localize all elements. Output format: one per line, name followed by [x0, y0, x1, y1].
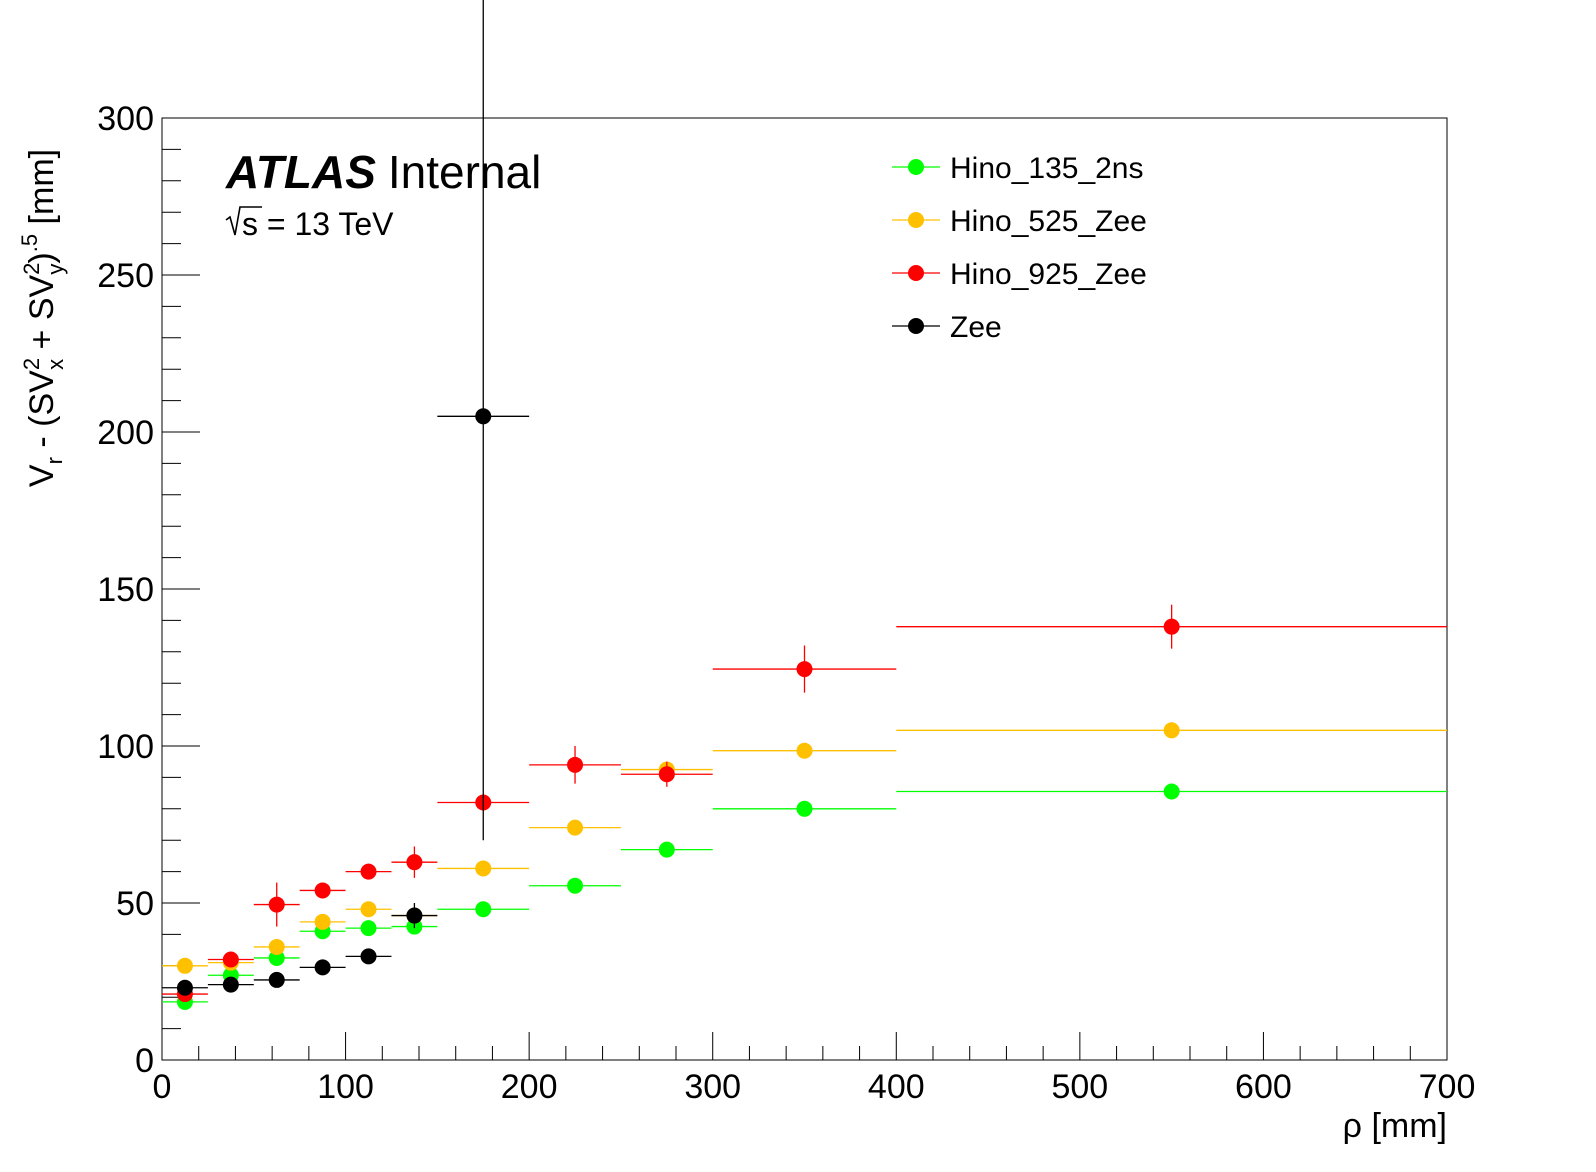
- atlas-internal-text: Internal: [388, 146, 541, 198]
- y-tick-label: 50: [116, 885, 154, 923]
- data-series: [162, 0, 1447, 1010]
- y-axis-tick-labels: 0 50 100 150 200 250 300: [97, 100, 154, 1080]
- legend-label: Hino_925_Zee: [950, 258, 1147, 291]
- data-point: [796, 661, 813, 678]
- data-point: [406, 854, 423, 871]
- x-tick-label: 300: [684, 1068, 741, 1106]
- data-point: [475, 860, 492, 877]
- data-point: [314, 913, 331, 930]
- x-tick-label: 100: [317, 1068, 374, 1106]
- legend-item: Hino_525_Zee: [892, 205, 1147, 238]
- data-point: [658, 841, 675, 858]
- y-tick-label: 200: [97, 414, 154, 452]
- atlas-label: ATLAS Internal: [225, 146, 541, 198]
- series-hino-925-zee: [162, 604, 1447, 1003]
- x-axis-ticks: [161, 1032, 1448, 1060]
- x-tick-label: 700: [1419, 1068, 1476, 1106]
- data-point: [475, 408, 492, 425]
- data-point: [360, 863, 377, 880]
- data-point: [1163, 618, 1180, 635]
- data-point: [1163, 722, 1180, 739]
- series-hino-525-zee: [162, 722, 1447, 974]
- legend-label: Zee: [950, 311, 1002, 344]
- data-point: [314, 882, 331, 899]
- series-zee: [162, 0, 530, 996]
- data-point: [176, 957, 193, 974]
- data-point: [658, 766, 675, 783]
- atlas-bold-text: ATLAS: [225, 146, 376, 198]
- data-point: [268, 949, 285, 966]
- legend-item: Hino_925_Zee: [892, 258, 1147, 291]
- x-axis-tick-labels: 0 100 200 300 400 500 600 700: [153, 1068, 1476, 1106]
- legend-marker: [908, 159, 924, 175]
- x-axis-label: ρ [mm]: [1343, 1107, 1447, 1145]
- x-tick-label: 500: [1051, 1068, 1108, 1106]
- y-tick-label: 250: [97, 257, 154, 295]
- data-point: [796, 742, 813, 759]
- data-point: [567, 819, 584, 836]
- legend-marker: [908, 318, 924, 334]
- data-point: [567, 877, 584, 894]
- y-axis-ticks: [162, 117, 200, 1061]
- data-point: [222, 951, 239, 968]
- x-tick-label: 600: [1235, 1068, 1292, 1106]
- data-point: [796, 800, 813, 817]
- x-tick-label: 200: [501, 1068, 558, 1106]
- data-point: [268, 896, 285, 913]
- y-tick-label: 100: [97, 728, 154, 766]
- data-point: [222, 976, 239, 993]
- energy-label: s = 13 TeV: [225, 206, 394, 242]
- legend-item: Zee: [892, 311, 1002, 344]
- legend-label: Hino_525_Zee: [950, 205, 1147, 238]
- data-point: [268, 938, 285, 955]
- data-point: [360, 901, 377, 918]
- sqrt-symbol: [225, 206, 262, 236]
- data-point: [176, 979, 193, 996]
- y-tick-label: 300: [97, 100, 154, 138]
- x-tick-label: 400: [868, 1068, 925, 1106]
- series-hino-135-2ns: [162, 783, 1447, 1010]
- energy-text: s = 13 TeV: [242, 206, 394, 242]
- data-point: [360, 920, 377, 937]
- data-point: [314, 959, 331, 976]
- plot-frame: [161, 117, 1448, 1061]
- data-point: [1163, 783, 1180, 800]
- y-axis-label: Vr - (SV2x + SV2y).5 [mm]: [17, 149, 68, 487]
- data-point: [475, 901, 492, 918]
- data-point: [567, 756, 584, 773]
- legend-label: Hino_135_2ns: [950, 152, 1144, 185]
- data-point: [268, 971, 285, 988]
- data-point: [360, 948, 377, 965]
- x-tick-label: 0: [153, 1068, 172, 1106]
- data-point: [406, 907, 423, 924]
- legend-marker: [908, 212, 924, 228]
- legend-marker: [908, 265, 924, 281]
- legend-item: Hino_135_2ns: [892, 152, 1144, 185]
- legend: Hino_135_2ns Hino_525_Zee Hino_925_Zee Zee: [892, 152, 1147, 344]
- y-tick-label: 150: [97, 571, 154, 609]
- y-tick-label: 0: [135, 1042, 154, 1080]
